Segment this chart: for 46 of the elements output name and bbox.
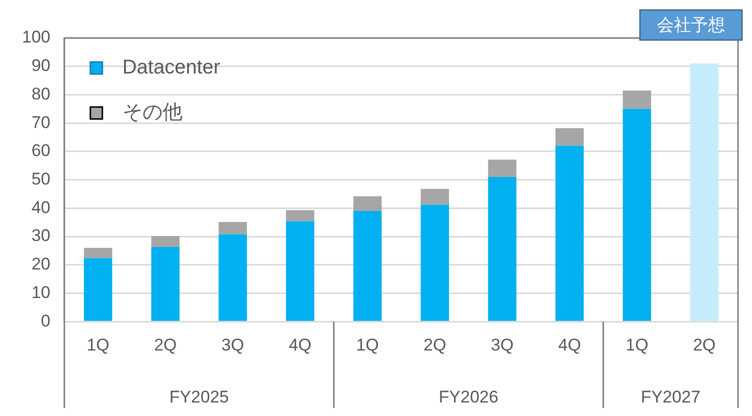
y-tick-label: 80: [31, 84, 50, 104]
bar: [555, 146, 584, 321]
bar: [555, 128, 584, 146]
legend-label: その他: [122, 102, 182, 124]
y-tick-label: 20: [31, 254, 50, 274]
bar: [84, 248, 112, 258]
bar: [353, 196, 382, 211]
bar: [622, 90, 652, 109]
x-tick-label: 2Q: [154, 335, 177, 354]
text: 会社予想: [657, 16, 725, 35]
bar: [622, 108, 652, 321]
y-tick-label: 40: [31, 198, 50, 217]
bar: [353, 210, 382, 321]
x-tick-label: 1Q: [626, 335, 648, 354]
y-tick-label: 10: [31, 282, 50, 302]
x-tick-label: 1Q: [86, 335, 110, 354]
bar: [420, 204, 450, 321]
bar: [286, 210, 314, 222]
y-tick-label: 30: [31, 226, 50, 246]
bar: [218, 222, 247, 234]
y-tick-label: 60: [31, 141, 50, 160]
x-tick-label: 2Q: [692, 335, 716, 354]
bar: [488, 160, 516, 177]
bar: [84, 258, 112, 321]
y-tick-label: 0: [40, 311, 50, 330]
y-tick-label: 50: [31, 169, 50, 188]
x-tick-label: 3Q: [490, 335, 514, 354]
bar: [420, 188, 450, 205]
y-tick-label: 70: [31, 112, 50, 132]
bar: [690, 64, 718, 321]
x-tick-label: 3Q: [221, 335, 244, 354]
bar: [286, 221, 314, 321]
x-tick-label: 2Q: [424, 335, 446, 354]
text: FY2027: [640, 388, 700, 407]
y-tick-label: 100: [22, 28, 50, 47]
bar: [218, 234, 247, 321]
legend-label: Datacenter: [122, 56, 221, 79]
bar: [151, 247, 180, 321]
x-tick-label: 4Q: [558, 335, 581, 354]
text: FY2025: [169, 388, 229, 407]
bar: [488, 176, 516, 321]
x-tick-label: 1Q: [356, 335, 379, 354]
x-tick-label: 4Q: [288, 335, 312, 354]
bar: [151, 236, 180, 248]
y-tick-label: 90: [31, 56, 50, 76]
text: FY2026: [438, 388, 498, 407]
